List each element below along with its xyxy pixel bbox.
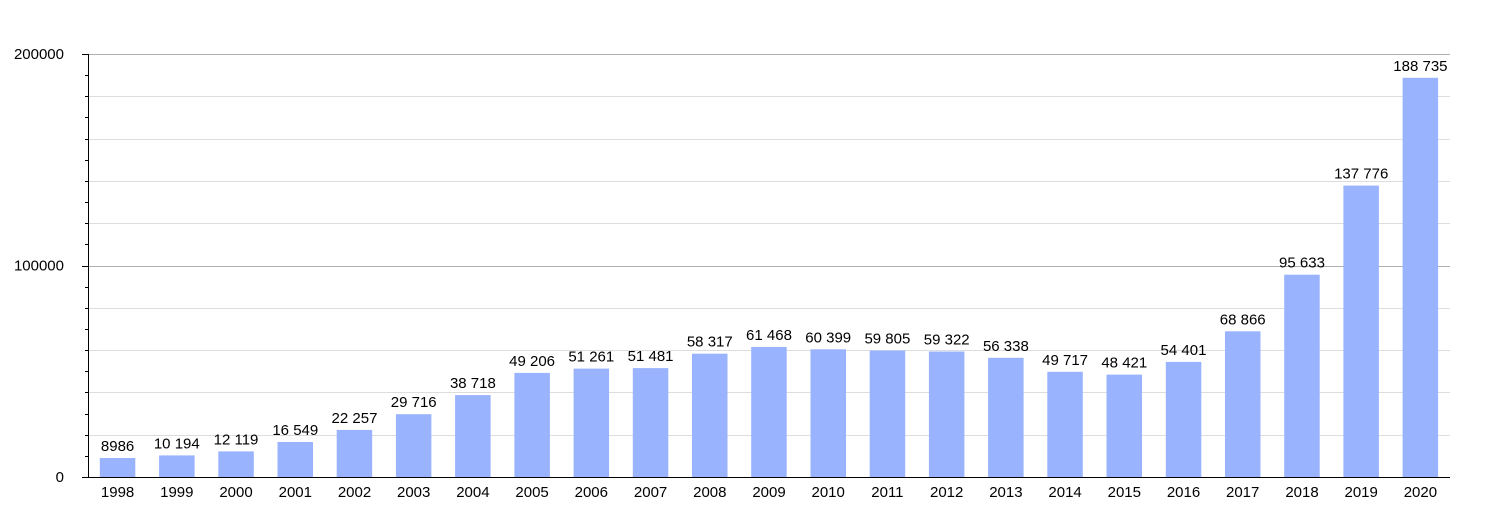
bar <box>751 347 787 477</box>
x-tick-label: 2007 <box>634 484 667 501</box>
x-tick-label: 2010 <box>812 484 845 501</box>
data-label: 58 317 <box>687 334 733 351</box>
x-tick-label: 2017 <box>1226 484 1259 501</box>
x-tick-label: 2011 <box>871 484 903 501</box>
bar <box>692 353 728 477</box>
data-label: 48 421 <box>1101 355 1147 372</box>
data-label: 59 322 <box>924 332 970 349</box>
bar <box>1106 374 1142 477</box>
data-label: 51 481 <box>628 348 674 365</box>
data-label: 51 261 <box>568 349 614 366</box>
data-label: 10 194 <box>154 435 200 452</box>
bar <box>573 368 610 477</box>
x-tick-label: 2003 <box>397 484 430 501</box>
bar <box>810 349 846 477</box>
data-label: 22 257 <box>332 410 378 427</box>
y-tick-label: 200000 <box>14 46 64 63</box>
x-tick-label: 2008 <box>693 484 726 501</box>
x-tick-label: 2013 <box>989 484 1022 501</box>
x-tick-label: 2020 <box>1404 484 1437 501</box>
x-tick-label: 2000 <box>219 484 252 501</box>
data-label: 95 633 <box>1279 255 1325 272</box>
axes: 1998 1999 2000 2001 2002 2003 2004 2005 2006 2007… <box>14 46 1450 501</box>
value-labels: 8986 10 194 12 119 16 549 22 257 29 716 38 718… <box>101 58 1448 455</box>
x-tick-label: 2005 <box>515 484 548 501</box>
grid-lines <box>88 54 1450 436</box>
data-label: 60 399 <box>805 329 851 346</box>
bar <box>277 442 313 477</box>
x-tick-label: 1998 <box>101 484 134 501</box>
data-label: 188 735 <box>1393 58 1447 75</box>
x-tick-label: 2012 <box>930 484 963 501</box>
bar <box>988 357 1024 477</box>
bar <box>99 458 136 477</box>
x-tick-label: 2006 <box>575 484 608 501</box>
bar <box>1225 331 1261 477</box>
data-label: 68 866 <box>1220 311 1266 328</box>
bar <box>1047 371 1083 477</box>
bar <box>159 455 195 477</box>
x-tick-label: 2009 <box>752 484 785 501</box>
data-label: 54 401 <box>1161 342 1207 359</box>
data-label: 8986 <box>101 438 134 455</box>
bar <box>928 351 965 477</box>
x-tick-label: 2004 <box>456 484 489 501</box>
data-label: 49 206 <box>509 353 555 370</box>
x-tick-label: 2002 <box>338 484 371 501</box>
bar <box>1343 185 1379 477</box>
bar <box>336 429 373 477</box>
x-tick-label: 2001 <box>279 484 312 501</box>
bars <box>99 77 1439 478</box>
data-label: 137 776 <box>1334 166 1388 183</box>
bar <box>1165 361 1202 477</box>
data-label: 29 716 <box>391 394 437 411</box>
bar <box>455 395 491 477</box>
x-tick-label: 2014 <box>1048 484 1081 501</box>
bar <box>395 414 432 477</box>
x-tick-label: 2016 <box>1167 484 1200 501</box>
x-tick-label: 1999 <box>160 484 193 501</box>
y-tick-label: 0 <box>56 469 64 486</box>
y-tick-label: 100000 <box>14 258 64 275</box>
data-label: 38 718 <box>450 375 496 392</box>
x-tick-label: 2018 <box>1285 484 1318 501</box>
bar <box>514 372 550 477</box>
bar <box>1402 77 1439 478</box>
data-label: 16 549 <box>272 422 318 439</box>
bar <box>632 368 669 477</box>
data-label: 56 338 <box>983 338 1029 355</box>
bar <box>218 451 254 477</box>
data-label: 61 468 <box>746 327 792 344</box>
x-tick-label: 2019 <box>1345 484 1378 501</box>
x-tick-label: 2015 <box>1108 484 1141 501</box>
data-label: 59 805 <box>864 331 910 348</box>
data-label: 49 717 <box>1042 352 1088 369</box>
data-label: 12 119 <box>214 431 259 448</box>
bar <box>1284 274 1320 477</box>
bar <box>869 350 906 477</box>
